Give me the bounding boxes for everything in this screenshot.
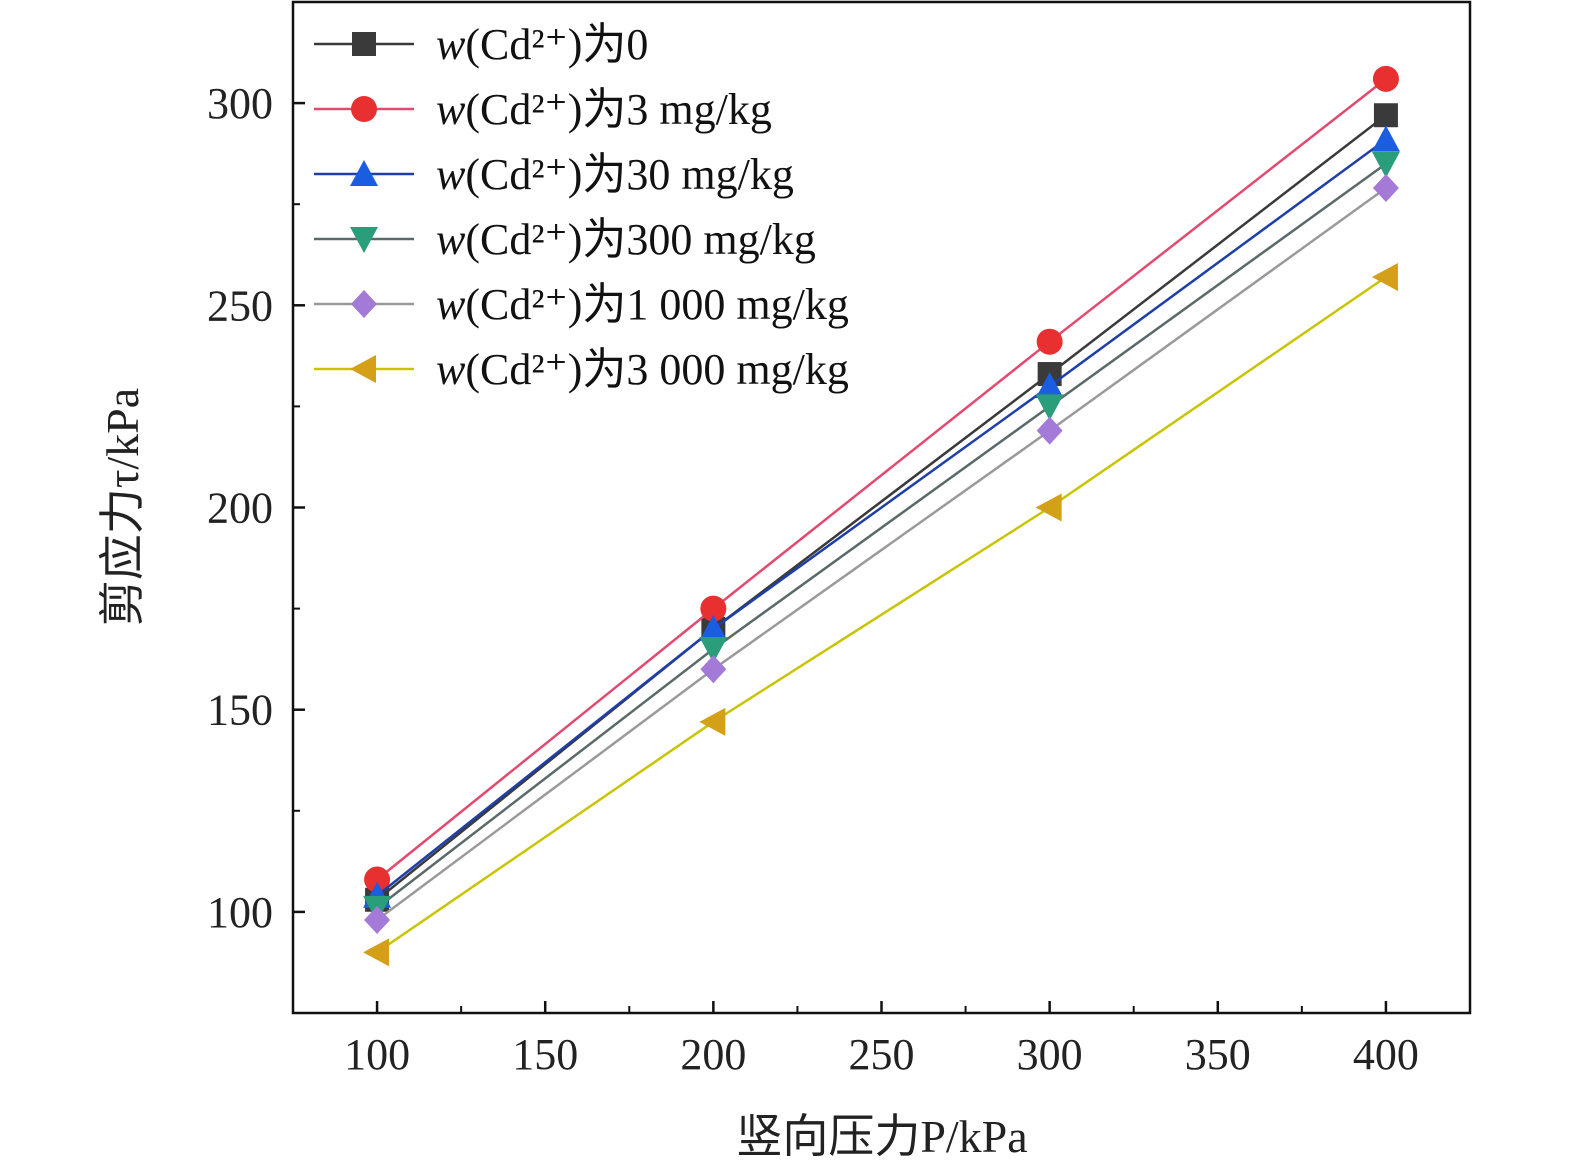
- legend-label-italic: w: [436, 20, 466, 69]
- legend-label-rest: (Cd²⁺)为30 mg/kg: [465, 150, 794, 199]
- data-point: [1036, 328, 1063, 355]
- data-point: [1035, 372, 1064, 399]
- data-point: [699, 707, 726, 736]
- legend-marker: [350, 227, 378, 253]
- data-point: [1371, 262, 1398, 291]
- data-point: [1371, 125, 1400, 152]
- y-tick-label: 100: [207, 888, 273, 937]
- y-tick-label: 200: [207, 484, 273, 533]
- legend-label: w(Cd²⁺)为1 000 mg/kg: [436, 280, 849, 329]
- y-tick-label: 300: [207, 79, 273, 128]
- legend-marker: [350, 160, 378, 186]
- series-line: [376, 275, 1387, 954]
- legend-label: w(Cd²⁺)为3 mg/kg: [436, 85, 772, 134]
- series-line: [376, 77, 1387, 881]
- x-tick-label: 400: [1353, 1030, 1419, 1079]
- legend-marker: [351, 96, 377, 122]
- legend-label-italic: w: [436, 280, 466, 329]
- x-tick-label: 150: [512, 1030, 578, 1079]
- y-axis-title: 剪应力τ/kPa: [97, 388, 148, 626]
- data-point: [1372, 65, 1399, 92]
- data-point: [699, 614, 728, 641]
- data-point: [1036, 416, 1063, 445]
- legend-label-rest: (Cd²⁺)为3 000 mg/kg: [465, 345, 849, 394]
- x-tick-label: 250: [849, 1030, 915, 1079]
- legend-label-italic: w: [436, 150, 466, 199]
- legend-item-1: w(Cd²⁺)为3 mg/kg: [314, 85, 772, 134]
- y-tick-label: 150: [207, 686, 273, 735]
- x-tick-label: 100: [344, 1030, 410, 1079]
- legend-marker: [351, 290, 377, 318]
- legend-label: w(Cd²⁺)为300 mg/kg: [436, 215, 816, 264]
- legend-label-rest: (Cd²⁺)为300 mg/kg: [465, 215, 816, 264]
- data-point: [364, 866, 391, 893]
- data-point: [699, 637, 728, 664]
- legend-marker: [350, 355, 376, 383]
- legend-label-rest: (Cd²⁺)为3 mg/kg: [465, 85, 772, 134]
- legend-item-4: w(Cd²⁺)为1 000 mg/kg: [314, 280, 849, 329]
- series-line: [376, 187, 1387, 921]
- series-layer: [363, 65, 1400, 967]
- x-tick-label: 350: [1185, 1030, 1251, 1079]
- legend: w(Cd²⁺)为0w(Cd²⁺)为3 mg/kgw(Cd²⁺)为30 mg/kg…: [314, 20, 849, 394]
- legend-label-rest: (Cd²⁺)为1 000 mg/kg: [465, 280, 849, 329]
- x-axis-title: 竖向压力P/kPa: [736, 1111, 1027, 1162]
- data-point: [700, 655, 727, 684]
- series-line: [376, 114, 1387, 901]
- legend-label-italic: w: [436, 345, 466, 394]
- legend-label: w(Cd²⁺)为3 000 mg/kg: [436, 345, 849, 394]
- legend-item-0: w(Cd²⁺)为0: [314, 20, 648, 69]
- legend-label: w(Cd²⁺)为30 mg/kg: [436, 150, 794, 199]
- data-point: [1372, 174, 1399, 203]
- data-point: [1035, 394, 1064, 421]
- legend-label-italic: w: [436, 215, 466, 264]
- data-point: [363, 938, 390, 967]
- series-line: [376, 162, 1387, 909]
- series-4: [364, 174, 1399, 934]
- series-5: [363, 262, 1398, 967]
- series-line: [376, 138, 1387, 897]
- series-3: [363, 151, 1400, 922]
- data-point: [364, 905, 391, 934]
- data-point: [1373, 103, 1398, 128]
- series-1: [364, 65, 1399, 893]
- legend-marker: [352, 32, 376, 56]
- legend-label: w(Cd²⁺)为0: [436, 20, 648, 69]
- legend-item-5: w(Cd²⁺)为3 000 mg/kg: [314, 345, 849, 394]
- data-point: [1035, 493, 1062, 522]
- legend-item-2: w(Cd²⁺)为30 mg/kg: [314, 150, 794, 199]
- legend-label-rest: (Cd²⁺)为0: [465, 20, 648, 69]
- data-point: [700, 595, 727, 622]
- legend-label-italic: w: [436, 85, 466, 134]
- data-point: [1371, 151, 1400, 178]
- y-tick-label: 250: [207, 281, 273, 330]
- x-tick-label: 200: [680, 1030, 746, 1079]
- axes: 100 150 200 250 300 350 400 100 150 200 250 300: [207, 0, 1472, 1079]
- x-tick-label: 300: [1017, 1030, 1083, 1079]
- legend-item-3: w(Cd²⁺)为300 mg/kg: [314, 215, 816, 264]
